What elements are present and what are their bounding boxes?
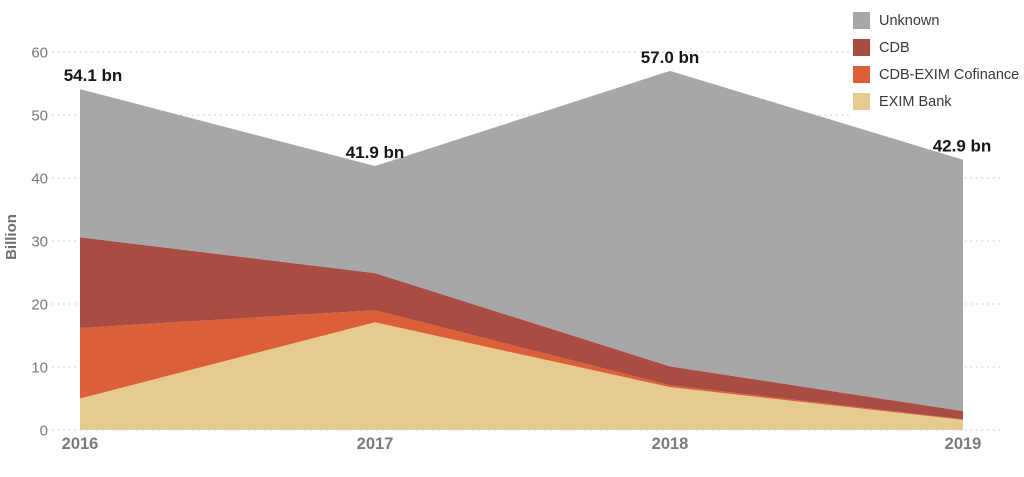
data-label: 57.0 bn (641, 48, 700, 67)
y-axis-title: Billion (3, 214, 20, 260)
y-tick-label: 10 (31, 360, 48, 377)
area-series-cdb (80, 237, 963, 420)
legend-swatch-cdb-exim-cofinance (853, 66, 870, 83)
y-tick-label: 60 (31, 45, 48, 62)
legend-label: EXIM Bank (879, 93, 952, 110)
legend-label: Unknown (879, 12, 940, 29)
y-tick-label: 0 (40, 423, 48, 440)
area-series-cdb-exim-cofinance (80, 310, 963, 420)
data-label: 42.9 bn (933, 137, 992, 156)
y-tick-label: 50 (31, 108, 48, 125)
legend-swatch-cdb (853, 39, 870, 56)
legend-swatch-exim-bank (853, 93, 870, 110)
data-label: 41.9 bn (346, 143, 405, 162)
legend-swatch-unknown (853, 12, 870, 29)
legend-item-cdb: CDB (853, 34, 1019, 61)
x-tick-label: 2017 (357, 435, 394, 453)
area-series-exim-bank (80, 322, 963, 430)
y-tick-label: 20 (31, 297, 48, 314)
legend-label: CDB-EXIM Cofinance (879, 66, 1020, 83)
y-tick-label: 40 (31, 171, 48, 188)
legend-item-cdb-exim-cofinance: CDB-EXIM Cofinance (853, 61, 1019, 88)
y-tick-label: 30 (31, 234, 48, 251)
x-tick-label: 2019 (945, 435, 982, 453)
legend-label: CDB (879, 39, 910, 56)
data-label: 54.1 bn (64, 66, 123, 85)
x-tick-label: 2016 (62, 435, 99, 453)
area-series-unknown (80, 70, 963, 412)
chart-legend: Unknown CDB CDB-EXIM Cofinance EXIM Bank (851, 5, 1024, 117)
legend-item-unknown: Unknown (853, 7, 1019, 34)
x-tick-label: 2018 (652, 435, 689, 453)
legend-item-exim-bank: EXIM Bank (853, 88, 1019, 115)
